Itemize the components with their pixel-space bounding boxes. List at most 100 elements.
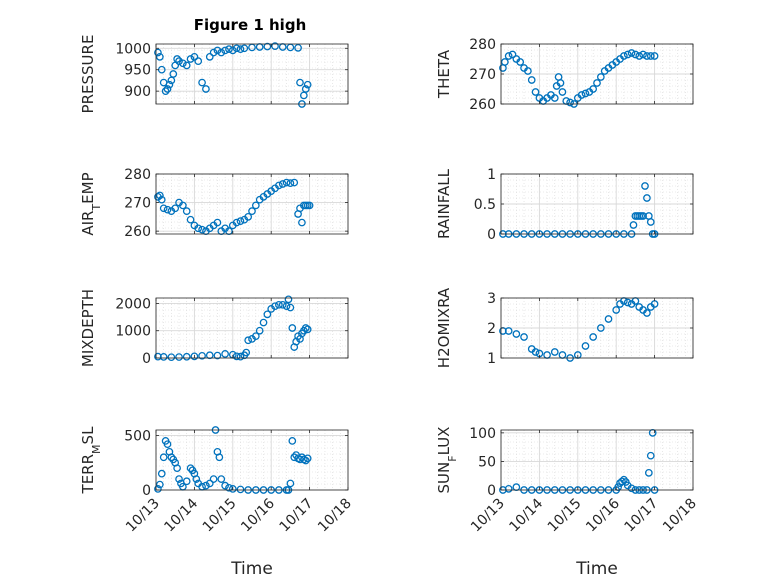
data-point xyxy=(155,53,164,61)
x-tick-label: 10/17 xyxy=(622,496,662,536)
data-point xyxy=(623,50,632,59)
data-point xyxy=(236,485,245,494)
y-axis-label: RAINFALL xyxy=(435,168,453,239)
data-point xyxy=(205,479,214,488)
data-point xyxy=(612,306,621,314)
data-point xyxy=(290,178,299,187)
data-point xyxy=(635,52,644,60)
axes-box xyxy=(155,173,349,235)
data-point xyxy=(173,55,181,63)
data-point xyxy=(167,453,176,462)
data-point xyxy=(244,213,253,221)
data-point xyxy=(641,182,649,190)
data-point xyxy=(190,53,199,61)
data-point xyxy=(516,58,525,66)
y-tick-label: 260 xyxy=(124,224,151,240)
data-point xyxy=(646,451,655,460)
y-tick-label: 900 xyxy=(124,84,151,100)
y-axis-label: H2OMIXRA xyxy=(435,287,453,368)
y-tick-label: 260 xyxy=(469,97,496,113)
y-tick-label: 2000 xyxy=(115,296,151,312)
axes-box xyxy=(500,429,694,491)
x-axis-label: Time xyxy=(575,559,618,579)
data-point xyxy=(296,78,304,87)
y-tick-label: 1000 xyxy=(115,41,151,57)
data-point xyxy=(623,298,632,307)
x-tick-label: 10/14 xyxy=(506,495,546,535)
data-point xyxy=(213,46,222,55)
data-point xyxy=(646,52,655,60)
data-point xyxy=(221,481,229,490)
data-point xyxy=(301,85,310,93)
data-point xyxy=(154,48,162,57)
data-point xyxy=(186,215,195,224)
data-point xyxy=(581,89,590,98)
x-tick-label: 10/16 xyxy=(238,495,278,535)
data-point xyxy=(596,73,605,81)
data-point xyxy=(643,52,651,60)
data-point xyxy=(278,300,287,309)
data-point xyxy=(165,80,174,89)
data-point xyxy=(155,480,164,489)
data-point xyxy=(646,218,655,226)
data-point xyxy=(154,485,162,493)
data-point xyxy=(175,57,183,65)
data-point xyxy=(236,217,245,225)
y-tick-label: 50 xyxy=(478,454,496,470)
y-tick-label: 0 xyxy=(142,351,151,367)
data-point xyxy=(228,46,237,55)
data-point xyxy=(179,59,187,68)
data-point xyxy=(531,348,540,356)
data-point xyxy=(225,483,233,492)
data-point xyxy=(288,437,297,445)
data-point xyxy=(301,456,310,465)
data-point xyxy=(242,348,251,357)
data-point xyxy=(190,352,199,361)
data-point xyxy=(251,201,260,210)
y-tick-label: 3 xyxy=(487,291,496,307)
data-point xyxy=(236,352,245,361)
subplot-4: 0 0.5 1 RAINFALL xyxy=(435,167,694,243)
data-point xyxy=(163,440,172,449)
data-point xyxy=(215,453,224,462)
data-point xyxy=(173,464,181,473)
y-axis-label: AIRTEMP xyxy=(79,172,103,235)
data-point xyxy=(198,225,206,234)
data-point xyxy=(275,300,283,309)
data-point xyxy=(639,50,647,59)
data-point xyxy=(558,88,567,96)
data-point xyxy=(209,48,218,57)
data-point xyxy=(620,52,628,60)
data-point xyxy=(520,333,528,341)
data-point xyxy=(155,191,164,200)
data-point xyxy=(182,352,191,361)
data-point xyxy=(240,44,249,53)
data-point xyxy=(167,353,176,362)
data-point xyxy=(225,45,233,53)
data-point xyxy=(298,218,306,227)
data-point xyxy=(161,87,170,95)
data-point xyxy=(194,57,203,65)
data-point xyxy=(244,336,253,345)
y-tick-label: 1 xyxy=(487,167,496,183)
data-point xyxy=(213,351,222,360)
data-point xyxy=(175,353,183,361)
data-point xyxy=(232,218,241,227)
data-point xyxy=(531,88,540,96)
y-tick-label: 2 xyxy=(487,321,496,337)
data-point xyxy=(271,302,279,311)
x-tick-label: 10/13 xyxy=(123,496,163,536)
data-point xyxy=(504,327,513,335)
y-tick-label: 0.5 xyxy=(474,197,496,213)
data-point xyxy=(202,85,210,93)
data-point xyxy=(644,469,653,477)
y-tick-label: 0 xyxy=(142,483,151,499)
y-axis-label: PRESSURE xyxy=(79,35,97,114)
y-tick-label: 280 xyxy=(124,167,151,183)
x-tick-label: 10/15 xyxy=(200,496,240,536)
data-point xyxy=(182,207,191,215)
data-point xyxy=(284,295,293,304)
x-tick-label: 10/14 xyxy=(161,495,201,535)
data-point xyxy=(186,464,195,473)
